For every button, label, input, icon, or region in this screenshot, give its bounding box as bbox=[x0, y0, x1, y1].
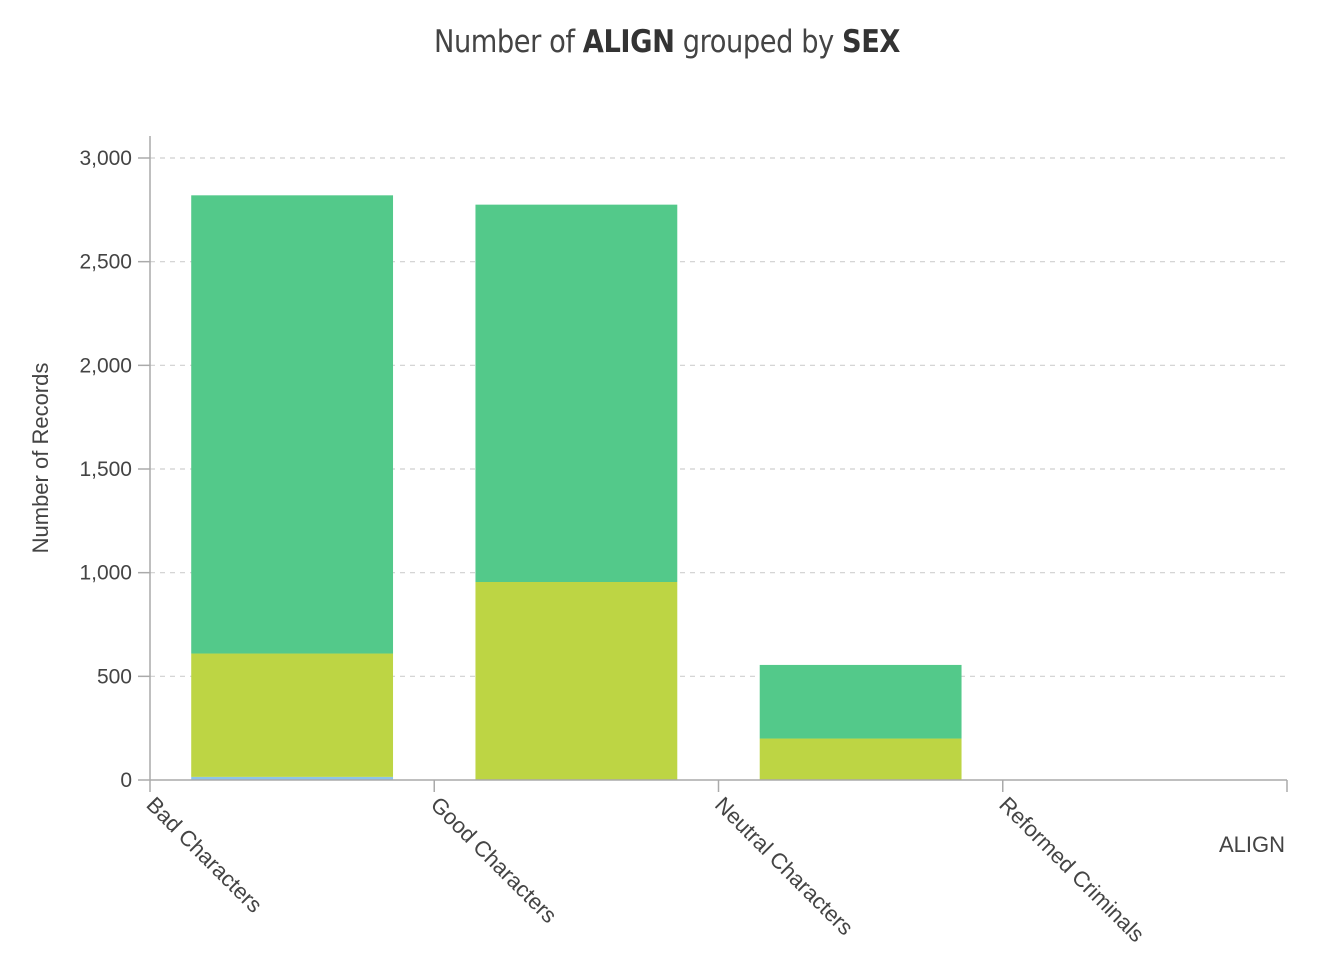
y-tick-label: 2,000 bbox=[79, 354, 132, 377]
bar-segment bbox=[191, 195, 394, 654]
y-tick-label: 1,500 bbox=[79, 458, 132, 481]
x-tick-label: Neutral Characters bbox=[710, 792, 858, 940]
y-ticks: 0 500 1,000 1,500 2,000 2,500 3,000 bbox=[79, 147, 150, 792]
y-tick-label: 3,000 bbox=[79, 147, 132, 170]
bar-segment bbox=[759, 738, 962, 780]
x-tick-label: Bad Characters bbox=[142, 792, 268, 918]
bar-segment bbox=[191, 653, 394, 777]
bar-segment bbox=[191, 776, 394, 780]
y-tick-label: 0 bbox=[120, 769, 132, 792]
chart-title: Number of ALIGN grouped by SEX bbox=[80, 24, 1254, 60]
x-axis-title: ALIGN bbox=[1219, 832, 1285, 857]
bars bbox=[191, 195, 962, 780]
bar-segment bbox=[475, 581, 678, 780]
chart-title-prefix: Number of bbox=[433, 24, 583, 60]
y-axis-title: Number of Records bbox=[28, 363, 53, 554]
x-tick-label: Good Characters bbox=[426, 792, 562, 928]
x-ticks: Bad Characters Good Characters Neutral Cha… bbox=[142, 780, 1288, 947]
chart-title-middle: grouped by bbox=[674, 24, 843, 60]
x-tick-label: Reformed Criminals bbox=[994, 792, 1149, 947]
y-tick-label: 2,500 bbox=[79, 251, 132, 274]
chart-title-bold-2: SEX bbox=[842, 24, 901, 60]
chart-title-bold-1: ALIGN bbox=[582, 24, 675, 60]
y-tick-label: 500 bbox=[97, 665, 132, 688]
bar-segment bbox=[759, 664, 962, 739]
y-tick-label: 1,000 bbox=[79, 562, 132, 585]
bar-segment bbox=[475, 204, 678, 582]
